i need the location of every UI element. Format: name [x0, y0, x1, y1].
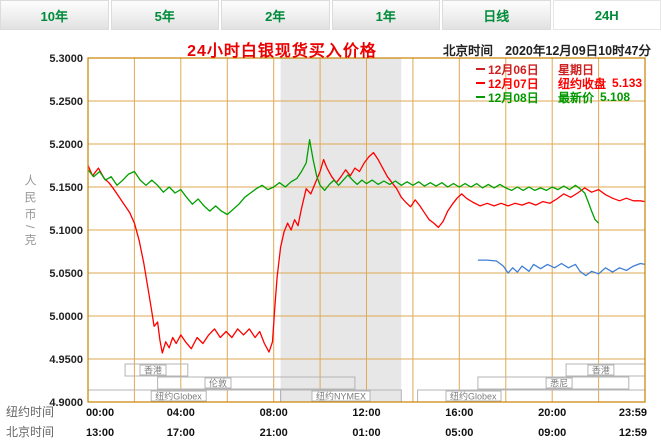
- chart-legend: 12月06日 星期日 12月07日 纽约收盘 5.133 12月08日 最新价 5.108: [476, 62, 643, 105]
- chart-panel: 香港 伦敦 纽约Globex 纽约NYMEX 纽约Globex 悉尼 香港 5.3000 5.2…: [0, 32, 661, 445]
- session-label-box: [545, 377, 573, 389]
- y-tick-label: 5.0000: [49, 311, 83, 323]
- session-label: 香港: [592, 365, 610, 376]
- session-label: 伦敦: [209, 378, 227, 389]
- x-tick-label: 20:00: [538, 407, 566, 419]
- plot-border: [87, 57, 646, 403]
- gridlines: [88, 58, 645, 402]
- session-label: 纽约Globex: [155, 391, 202, 402]
- legend-note: 纽约收盘: [558, 76, 607, 91]
- series-line: [477, 259, 646, 277]
- session-label-box: [587, 364, 615, 376]
- y-tick-label: 5.2000: [49, 139, 83, 151]
- session-label-box: [311, 390, 371, 402]
- x-axis-row-label: 北京时间: [6, 425, 54, 439]
- legend-value: 5.133: [612, 76, 643, 90]
- x-tick-label: 05:00: [445, 427, 473, 439]
- legend-date: 12月07日: [488, 76, 539, 91]
- x-tick-label: 13:00: [86, 427, 114, 439]
- x-tick-label: 21:00: [260, 427, 288, 439]
- x-tick-label: 04:00: [167, 407, 195, 419]
- beijing-time-label: 北京时间: [443, 44, 494, 58]
- y-tick-label: 5.0500: [49, 268, 83, 280]
- x-axis-labels: 纽约时间 00:00 04:00 08:00 12:00 16:00 20:00 23:59 北…: [6, 404, 647, 439]
- tab-24H[interactable]: 24H: [552, 0, 661, 30]
- x-tick-label: 12:00: [352, 407, 380, 419]
- legend-dash-icon: [476, 68, 485, 70]
- tab-10年[interactable]: 10年: [0, 0, 109, 30]
- period-tab-bar: 10年 5年 2年 1年 日线 24H: [0, 0, 661, 30]
- y-axis-labels: 5.3000 5.2500 5.2000 5.1500 5.1000 5.0500 5.00…: [49, 53, 83, 409]
- tab-2年[interactable]: 2年: [221, 0, 330, 30]
- tab-日线[interactable]: 日线: [442, 0, 551, 30]
- legend-date: 12月06日: [488, 62, 539, 77]
- x-axis-row-label: 纽约时间: [6, 404, 54, 419]
- session-label-box: [150, 390, 207, 402]
- y-tick-label: 4.9000: [49, 397, 83, 409]
- legend-row: 12月07日 纽约收盘 5.133: [476, 76, 643, 91]
- beijing-clock: 北京时间 2020年12月09日10时47分: [443, 40, 651, 59]
- series-line: [87, 151, 646, 354]
- price-series: [87, 139, 646, 354]
- legend-note: 星期日: [558, 62, 595, 77]
- beijing-time-value: 2020年12月09日10时47分: [505, 44, 651, 58]
- chart-title: 24小时白银现货买入价格: [187, 43, 377, 60]
- tab-5年[interactable]: 5年: [110, 0, 219, 30]
- x-tick-label: 09:00: [538, 427, 566, 439]
- session-range: [157, 376, 356, 390]
- y-tick-label: 5.3000: [49, 53, 83, 65]
- session-label-box: [139, 364, 167, 376]
- x-tick-label: 00:00: [86, 407, 114, 419]
- session-label-box: [445, 390, 502, 402]
- y-tick-label: 5.1500: [49, 182, 83, 194]
- x-tick-label: 23:59: [619, 407, 647, 419]
- y-axis-title: 人民币/克: [23, 174, 37, 251]
- y-tick-label: 5.1000: [49, 225, 83, 237]
- session-range: [477, 376, 630, 390]
- x-tick-label: 01:00: [352, 427, 380, 439]
- y-tick-label: 4.9500: [49, 354, 83, 366]
- legend-row: 12月06日 星期日: [476, 62, 642, 77]
- legend-dash-icon: [476, 82, 485, 84]
- legend-note: 最新价: [558, 90, 595, 105]
- session-label: 纽约Globex: [450, 391, 497, 402]
- x-tick-label: 12:59: [619, 427, 647, 439]
- session-label-box: [204, 377, 232, 389]
- session-label: 悉尼: [550, 378, 568, 389]
- session-range: [124, 363, 189, 377]
- legend-row: 12月08日 最新价 5.108: [476, 90, 642, 105]
- session-label: 香港: [144, 365, 162, 376]
- y-tick-label: 5.2500: [49, 96, 83, 108]
- legend-value: 5.108: [600, 90, 631, 104]
- session-label: 纽约NYMEX: [316, 391, 366, 402]
- x-tick-label: 08:00: [260, 407, 288, 419]
- legend-date: 12月08日: [488, 90, 539, 105]
- x-tick-label: 16:00: [445, 407, 473, 419]
- legend-dash-icon: [476, 96, 485, 98]
- x-tick-label: 17:00: [167, 427, 195, 439]
- series-line: [87, 139, 600, 224]
- tab-1年[interactable]: 1年: [331, 0, 440, 30]
